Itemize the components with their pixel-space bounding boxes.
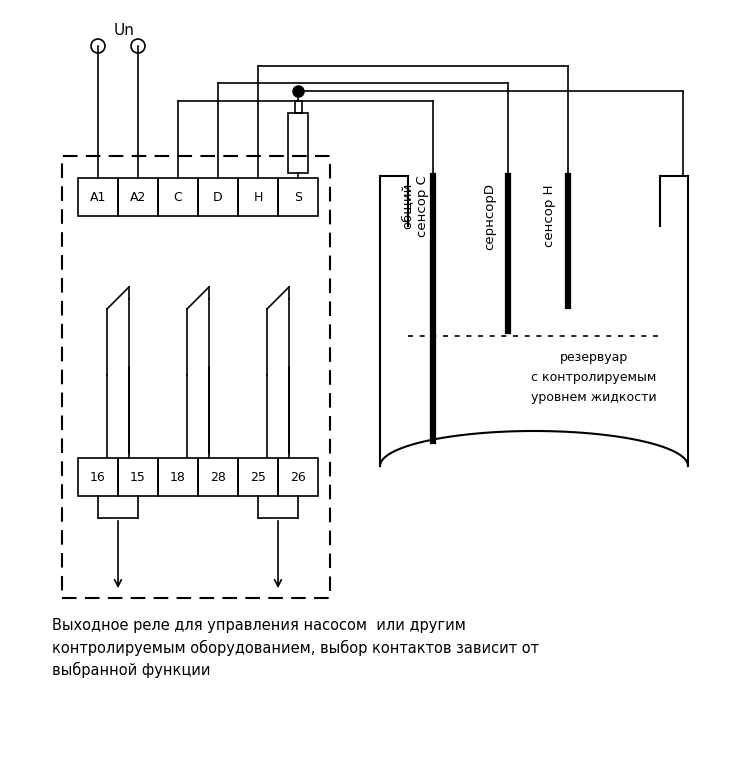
Text: сернсорD: сернсорD (483, 182, 497, 250)
Text: H: H (254, 191, 263, 204)
Text: C: C (174, 191, 182, 204)
Text: Выходное реле для управления насосом  или другим: Выходное реле для управления насосом или… (52, 618, 466, 633)
Text: 18: 18 (170, 470, 186, 483)
Text: с контролируемым: с контролируемым (531, 371, 656, 384)
Text: резервуар: резервуар (560, 351, 628, 364)
Text: A2: A2 (130, 191, 146, 204)
Text: сенсор H: сенсор H (544, 185, 557, 247)
Text: Un: Un (113, 23, 134, 38)
Text: S: S (294, 191, 302, 204)
Text: A1: A1 (90, 191, 106, 204)
Text: 15: 15 (130, 470, 146, 483)
Text: контролируемым оборудованием, выбор контактов зависит от: контролируемым оборудованием, выбор конт… (52, 640, 539, 656)
Text: выбранной функции: выбранной функции (52, 662, 210, 678)
Text: 16: 16 (90, 470, 106, 483)
Text: общий
сенсор C: общий сенсор C (401, 175, 429, 237)
Text: 25: 25 (250, 470, 266, 483)
Text: D: D (213, 191, 223, 204)
Text: 26: 26 (290, 470, 306, 483)
Text: уровнем жидкости: уровнем жидкости (531, 391, 656, 404)
Text: 28: 28 (210, 470, 226, 483)
